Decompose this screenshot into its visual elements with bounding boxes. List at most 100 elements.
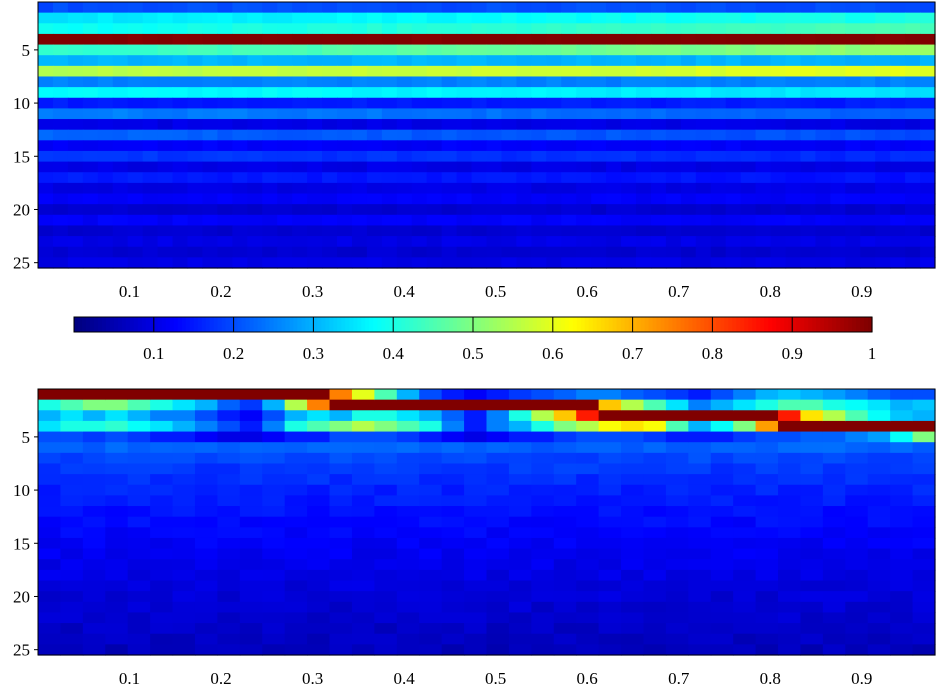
- top-heatmap-cell: [202, 65, 218, 78]
- top-heatmap-cell: [441, 76, 458, 88]
- top-heatmap-cell: [217, 182, 233, 195]
- bottom-heatmap-cell: [822, 591, 846, 603]
- top-heatmap-cell: [546, 161, 562, 173]
- top-heatmap-cell: [366, 87, 383, 99]
- top-heatmap-cell: [322, 172, 338, 184]
- bottom-heatmap-cell: [172, 633, 196, 645]
- bottom-heatmap-cell: [822, 612, 846, 624]
- bottom-heatmap-cell: [598, 623, 622, 635]
- bottom-heatmap-cell: [441, 623, 465, 635]
- top-heatmap-cell: [591, 2, 607, 14]
- bottom-heatmap-cell: [665, 644, 689, 656]
- top-heatmap-cell: [680, 23, 697, 35]
- top-heatmap-cell: [262, 87, 278, 99]
- top-heatmap-cell: [112, 257, 129, 269]
- top-heatmap-cell: [112, 150, 129, 163]
- top-heatmap-cell: [127, 23, 144, 35]
- bottom-heatmap-cell: [845, 484, 869, 496]
- colorbar-segment: [548, 317, 554, 332]
- colorbar-frame: [73, 316, 873, 333]
- colorbar-segment: [321, 317, 326, 332]
- bottom-heatmap-cell: [284, 548, 308, 560]
- colorbar-segment: [353, 317, 358, 332]
- top-heatmap-cell: [351, 23, 368, 35]
- bottom-heatmap-cell: [239, 389, 263, 401]
- colorbar-segment: [696, 317, 702, 332]
- top-heatmap-cell: [546, 182, 562, 195]
- bottom-heatmap-cell: [441, 399, 465, 411]
- top-heatmap-cell: [815, 193, 831, 205]
- bottom-heatmap-cell: [194, 506, 218, 518]
- colorbar-segment: [748, 317, 753, 332]
- top-heatmap-cell: [97, 2, 114, 14]
- bottom-heatmap-cell: [486, 399, 510, 411]
- top-heatmap-cell: [576, 140, 592, 152]
- colorbar-segment: [393, 317, 398, 332]
- top-heatmap-cell: [52, 23, 69, 35]
- top-heatmap-cell: [740, 119, 757, 131]
- top-heatmap-cell: [112, 2, 129, 14]
- colorbar-segment: [800, 317, 805, 332]
- top-heatmap-cell: [411, 150, 428, 163]
- top-heatmap-cell: [890, 65, 906, 78]
- top-heatmap-cell: [725, 65, 742, 78]
- top-heatmap-cell: [381, 129, 398, 141]
- top-heatmap-x-tick-label: 0.9: [851, 282, 872, 301]
- top-heatmap-cell: [665, 76, 682, 88]
- bottom-heatmap-cell: [665, 389, 689, 401]
- bottom-heatmap-cell: [194, 389, 218, 401]
- top-heatmap-cell: [52, 225, 69, 237]
- top-heatmap-cell: [621, 257, 637, 269]
- colorbar-segment: [484, 317, 490, 332]
- top-heatmap-x-tick-label: 0.2: [210, 282, 231, 301]
- top-heatmap-cell: [770, 87, 787, 99]
- colorbar-segment: [636, 317, 642, 332]
- bottom-heatmap-cell: [733, 601, 757, 614]
- bottom-heatmap-cell: [508, 548, 532, 560]
- top-heatmap-cell: [396, 257, 413, 269]
- top-heatmap-cell: [52, 65, 69, 78]
- bottom-heatmap-cell: [194, 601, 218, 614]
- bottom-heatmap-cell: [172, 399, 196, 411]
- colorbar-segment: [656, 317, 662, 332]
- bottom-heatmap-cell: [621, 527, 645, 539]
- bottom-heatmap-cell: [262, 548, 286, 560]
- bottom-heatmap-cell: [553, 644, 577, 656]
- bottom-heatmap-cell: [598, 601, 622, 614]
- top-heatmap-cell: [815, 119, 831, 131]
- bottom-heatmap-cell: [553, 474, 577, 486]
- bottom-heatmap-cell: [643, 452, 667, 465]
- top-heatmap-cell: [396, 23, 413, 35]
- top-heatmap-cell: [516, 140, 532, 152]
- bottom-heatmap-cell: [172, 495, 196, 507]
- top-heatmap-cell: [112, 12, 129, 24]
- bottom-heatmap-cell: [60, 474, 84, 486]
- bottom-heatmap-cell: [396, 389, 420, 401]
- bottom-heatmap-cell: [643, 516, 667, 528]
- bottom-heatmap-cell: [643, 601, 667, 614]
- bottom-heatmap-cell: [105, 463, 129, 475]
- bottom-heatmap-cell: [531, 601, 555, 614]
- top-heatmap-cell: [366, 172, 383, 184]
- top-heatmap-cell: [695, 12, 712, 24]
- bottom-heatmap-cell: [710, 463, 734, 475]
- bottom-heatmap-cell: [38, 612, 62, 624]
- top-heatmap-cell: [546, 246, 562, 258]
- bottom-heatmap-cell: [284, 506, 308, 518]
- bottom-heatmap-cell: [262, 537, 286, 550]
- top-heatmap-cell: [172, 76, 189, 88]
- top-heatmap-cell: [890, 129, 906, 141]
- bottom-heatmap-cell: [60, 527, 84, 539]
- bottom-heatmap-cell: [307, 601, 331, 614]
- bottom-heatmap-cell: [38, 431, 62, 443]
- bottom-heatmap-cell: [553, 506, 577, 518]
- top-heatmap-cell: [52, 119, 69, 131]
- top-heatmap-cell: [800, 236, 816, 248]
- bottom-heatmap-cell: [845, 516, 869, 528]
- top-heatmap-cell: [441, 257, 458, 269]
- top-heatmap-cell: [561, 12, 577, 24]
- bottom-heatmap-cell: [396, 633, 420, 645]
- colorbar-segment: [552, 317, 558, 332]
- colorbar-segment: [233, 317, 239, 332]
